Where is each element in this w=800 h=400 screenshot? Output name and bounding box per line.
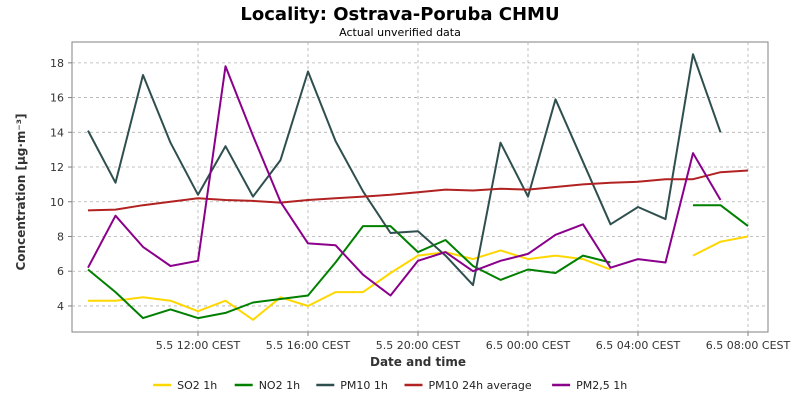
- legend-label: SO2 1h: [177, 379, 217, 392]
- x-tick-label: 5.5 12:00 CEST: [156, 339, 241, 352]
- y-tick-label: 12: [50, 161, 64, 174]
- y-tick-label: 14: [50, 126, 64, 139]
- legend-label: PM2,5 1h: [576, 379, 627, 392]
- y-axis-label: Concentration [µg·m⁻³]: [14, 114, 28, 271]
- y-tick-label: 8: [57, 230, 64, 243]
- axes: [68, 62, 749, 336]
- y-tick-label: 16: [50, 92, 64, 105]
- series-group: [87, 53, 749, 321]
- series-line-pm10-1h: [87, 53, 722, 287]
- y-tick-label: 6: [57, 265, 64, 278]
- series-line-so2-1h: [88, 249, 611, 321]
- legend-label: PM10 1h: [340, 379, 388, 392]
- chart-subtitle: Actual unverified data: [339, 26, 461, 39]
- series-line-so2-1h: [692, 235, 749, 257]
- y-tick-label: 18: [50, 57, 64, 70]
- y-tick-label: 4: [57, 300, 64, 313]
- x-axis-label: Date and time: [370, 355, 466, 369]
- legend: SO2 1h NO2 1h PM10 1h PM10 24h average PM2,5…: [153, 379, 627, 392]
- series-line-pm2-5-1h: [87, 65, 722, 297]
- x-tick-label: 5.5 20:00 CEST: [376, 339, 461, 352]
- series-line-no2-1h: [87, 225, 611, 320]
- legend-label: NO2 1h: [259, 379, 300, 392]
- x-tick-label: 6.5 04:00 CEST: [596, 339, 681, 352]
- chart-title: Locality: Ostrava-Poruba CHMU: [240, 4, 559, 25]
- grid: [72, 42, 768, 332]
- series-line-pm10-24h-average: [87, 169, 749, 212]
- x-tick-label: 5.5 16:00 CEST: [266, 339, 351, 352]
- tick-labels: 4 6 8 10 12 14 16 18 5.5 12:00 CEST 5.5 16:00 CES…: [50, 57, 791, 352]
- legend-label: PM10 24h average: [429, 379, 532, 392]
- x-tick-label: 6.5 08:00 CEST: [706, 339, 791, 352]
- plot-area: [71, 41, 769, 333]
- series-line-no2-1h: [693, 204, 749, 227]
- plot-frame: [71, 41, 769, 333]
- y-tick-label: 10: [50, 196, 64, 209]
- x-tick-label: 6.5 00:00 CEST: [486, 339, 571, 352]
